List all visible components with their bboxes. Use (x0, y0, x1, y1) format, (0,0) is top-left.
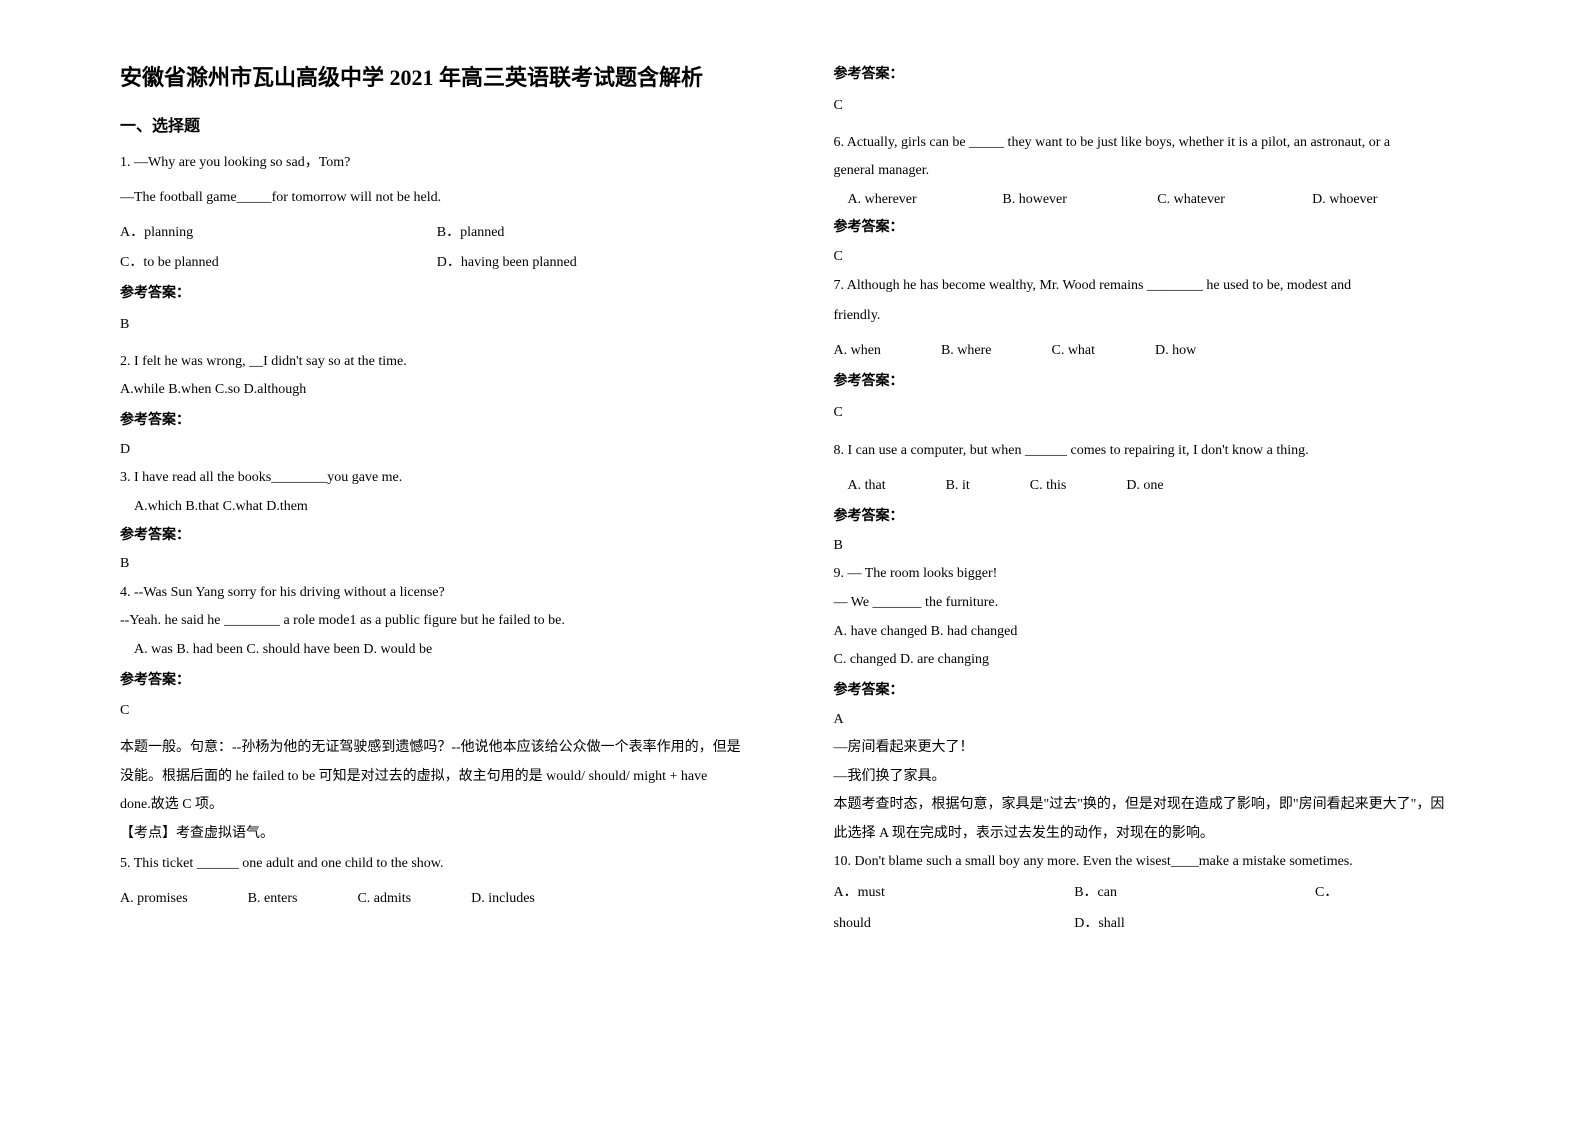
page-title: 安徽省滁州市瓦山高级中学 2021 年高三英语联考试题含解析 (120, 60, 754, 92)
q8-opt-d: D. one (1126, 471, 1163, 502)
q6-line1: 6. Actually, girls can be _____ they wan… (834, 130, 1468, 157)
q4-ans-label: 参考答案： (120, 666, 754, 697)
q5-opt-b: B. enters (248, 884, 298, 915)
q7-opt-a: A. when (834, 336, 881, 367)
q7-opts: A. when B. where C. what D. how (834, 336, 1468, 367)
q5-ans: C (834, 91, 1468, 122)
q9-exp2: —我们换了家具。 (834, 764, 1468, 791)
q5-opt-d: D. includes (471, 884, 535, 915)
q10-opt-d: D．shall (1074, 909, 1125, 940)
q8-opt-b: B. it (946, 471, 970, 502)
q2-ans: D (120, 437, 754, 464)
q1-opt-b: B．planned (437, 218, 754, 249)
q5-line1: 5. This ticket ______ one adult and one … (120, 849, 754, 880)
q1-opt-a: A．planning (120, 218, 437, 249)
q7-ans-label: 参考答案： (834, 367, 1468, 398)
q3-ans-label: 参考答案： (120, 523, 754, 550)
q7-opt-b: B. where (941, 336, 992, 367)
q6-opt-d: D. whoever (1312, 187, 1467, 214)
q4-exp1: 本题一般。句意：--孙杨为他的无证驾驶感到遗憾吗？--他说他本应该给公众做一个表… (120, 735, 754, 762)
q5-opt-c: C. admits (357, 884, 411, 915)
q4-line1: 4. --Was Sun Yang sorry for his driving … (120, 580, 754, 607)
q1-ans: B (120, 310, 754, 341)
q10-opts-row1: A．must B．can C． (834, 878, 1468, 909)
q4-point: 【考点】考查虚拟语气。 (120, 821, 754, 848)
q9-exp4: 此选择 A 现在完成时，表示过去发生的动作，对现在的影响。 (834, 821, 1468, 848)
q5-ans-label: 参考答案： (834, 60, 1468, 91)
q1-opt-d: D．having been planned (437, 248, 754, 279)
q3-line1: 3. I have read all the books________you … (120, 465, 754, 492)
q8-opt-a: A. that (848, 471, 886, 502)
q3-opts: A.which B.that C.what D.them (120, 494, 754, 521)
q9-exp3: 本题考查时态，根据句意，家具是"过去"换的，但是对现在造成了影响，即"房间看起来… (834, 792, 1468, 819)
q2-opts: A.while B.when C.so D.although (120, 377, 754, 404)
q5-opts: A. promises B. enters C. admits D. inclu… (120, 884, 754, 915)
q9-opt1: A. have changed B. had changed (834, 619, 1468, 646)
q5-opt-a: A. promises (120, 884, 188, 915)
q6-opt-c: C. whatever (1157, 187, 1312, 214)
q8-ans-label: 参考答案： (834, 502, 1468, 533)
q10-opt-c: C． (1315, 878, 1338, 909)
q8-opts: A. that B. it C. this D. one (834, 471, 1468, 502)
q1-line2: —The football game_____for tomorrow will… (120, 183, 754, 214)
q4-ans: C (120, 696, 754, 727)
q7-opt-d: D. how (1155, 336, 1196, 367)
q6-opt-b: B. however (1002, 187, 1157, 214)
q6-ans-label: 参考答案： (834, 215, 1468, 242)
q7-line2: friendly. (834, 301, 1468, 332)
q9-line1: 9. — The room looks bigger! (834, 561, 1468, 588)
q7-opt-c: C. what (1051, 336, 1095, 367)
q1-ans-label: 参考答案： (120, 279, 754, 310)
q9-exp1: —房间看起来更大了！ (834, 735, 1468, 762)
q4-opts: A. was B. had been C. should have been D… (120, 637, 754, 664)
q7-line1: 7. Although he has become wealthy, Mr. W… (834, 273, 1468, 300)
q9-ans: A (834, 707, 1468, 734)
q10-line1: 10. Don't blame such a small boy any mor… (834, 849, 1468, 876)
q10-opt-a: A．must (834, 878, 1075, 909)
q8-ans: B (834, 533, 1468, 560)
q1-line1: 1. —Why are you looking so sad，Tom? (120, 148, 754, 179)
q6-line2: general manager. (834, 158, 1468, 185)
q4-exp2: 没能。根据后面的 he failed to be 可知是对过去的虚拟，故主句用的… (120, 764, 754, 791)
q9-ans-label: 参考答案： (834, 676, 1468, 707)
q10-opt-b: B．can (1074, 878, 1315, 909)
q3-ans: B (120, 551, 754, 578)
q6-ans: C (834, 244, 1468, 271)
q9-line2: — We _______ the furniture. (834, 590, 1468, 617)
q2-line1: 2. I felt he was wrong, __I didn't say s… (120, 349, 754, 376)
q7-ans: C (834, 398, 1468, 429)
left-column: 安徽省滁州市瓦山高级中学 2021 年高三英语联考试题含解析 一、选择题 1. … (100, 60, 794, 1082)
q10-opts-row2: should D．shall (834, 909, 1468, 940)
q4-exp3: done.故选 C 项。 (120, 792, 754, 819)
q6-opts: A. wherever B. however C. whatever D. wh… (834, 187, 1468, 214)
q10-opt-c2: should (834, 909, 1075, 940)
q6-opt-a: A. wherever (834, 187, 1003, 214)
q8-opt-c: C. this (1030, 471, 1067, 502)
q8-line1: 8. I can use a computer, but when ______… (834, 436, 1468, 467)
q1-row2: C．to be planned D．having been planned (120, 248, 754, 279)
q9-opt2: C. changed D. are changing (834, 647, 1468, 674)
right-column: 参考答案： C 6. Actually, girls can be _____ … (794, 60, 1488, 1082)
q1-row1: A．planning B．planned (120, 218, 754, 249)
q4-line2: --Yeah. he said he ________ a role mode1… (120, 608, 754, 635)
q2-ans-label: 参考答案： (120, 406, 754, 437)
section-head: 一、选择题 (120, 112, 754, 136)
q1-opt-c: C．to be planned (120, 248, 437, 279)
